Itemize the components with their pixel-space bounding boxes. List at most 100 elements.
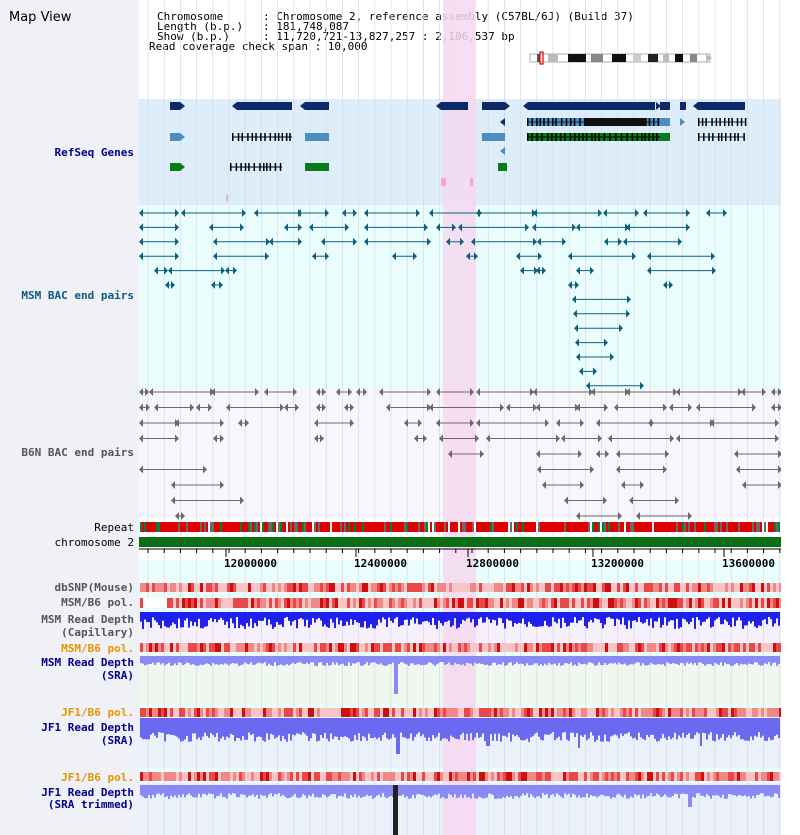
jf1-sra-depth-bar	[332, 718, 334, 739]
track-label-jf1-depth-trimmed[interactable]: JF1 Read Depth	[41, 786, 134, 799]
chromosome-bar[interactable]	[139, 537, 781, 547]
msm-pol-heat-cell	[452, 598, 455, 608]
msm-pol-heat-cell	[206, 598, 209, 608]
track-label-chromosome[interactable]: chromosome 2	[54, 536, 134, 549]
msm-capillary-depth-bar	[304, 612, 306, 627]
msm-capillary-depth-bar	[576, 612, 578, 624]
jf1-sra-depth-bar	[474, 718, 476, 738]
msm-pol2-heat-cell	[272, 643, 275, 652]
repeat-track[interactable]	[140, 522, 780, 532]
jf1-pol2-heat-cell	[599, 772, 602, 781]
refseq-genes-track[interactable]	[170, 102, 747, 201]
msm-pol-heat-cell	[371, 598, 374, 608]
repeat-segment	[412, 522, 414, 532]
jf1-trimmed-depth-bar	[700, 785, 702, 796]
msm-sra-depth-bar	[162, 656, 164, 664]
jf1-trimmed-depth-bar	[228, 785, 230, 794]
jf1-trimmed-depth-bar	[534, 785, 536, 799]
bac-end-marker	[269, 237, 273, 246]
track-label-refseq[interactable]: RefSeq Genes	[54, 146, 134, 159]
jf1-sra-depth-bar	[286, 718, 288, 742]
msm-pol2-heat-cell	[401, 643, 404, 652]
bac-end-marker	[603, 496, 607, 505]
track-label-msm-depth-sra[interactable]: MSM Read Depth	[41, 656, 134, 669]
msm-pol2-heat-cell	[389, 643, 392, 652]
gene-exon	[744, 118, 747, 126]
jf1-trimmed-depth-bar	[470, 785, 472, 799]
jf1-sra-depth-bar	[678, 718, 680, 736]
msm-sra-depth-bar	[180, 656, 182, 663]
repeat-segment	[548, 522, 550, 532]
msm-pol2-heat-cell	[317, 643, 320, 652]
jf1-pol2-heat-cell	[533, 772, 536, 781]
bac-end-marker	[623, 237, 627, 246]
track-label-repeat[interactable]: Repeat	[94, 521, 134, 534]
dbsnp-heat-cell	[725, 583, 728, 592]
jf1-pol2-heat-cell	[680, 772, 683, 781]
track-label-dbsnp[interactable]: dbSNP(Mouse)	[54, 581, 134, 594]
msm-bac-track[interactable]	[139, 209, 727, 390]
jf1-pol2-heat-cell	[749, 772, 752, 781]
selected-region-highlight[interactable]	[443, 0, 476, 835]
track-label-jf1-depth-sra[interactable]: JF1 Read Depth	[41, 721, 134, 734]
jf1-sra-depth-bar	[190, 718, 192, 742]
dbsnp-heat-cell	[356, 583, 359, 592]
msm-pol-heat-cell	[770, 598, 773, 608]
jf1-pol2-heat-cell	[428, 772, 431, 781]
msm-sra-depth-bar	[286, 656, 288, 664]
repeat-segment	[622, 522, 624, 532]
repeat-segment	[272, 522, 274, 532]
repeat-segment	[676, 522, 678, 532]
jf1-pol2-heat-cell	[479, 772, 482, 781]
track-label-msm-depth-capillary[interactable]: MSM Read Depth	[41, 613, 134, 626]
dbsnp-heat-cell	[260, 583, 263, 592]
jf1-sra-depth-bar	[660, 718, 662, 739]
depth-tracks[interactable]	[140, 612, 780, 835]
msm-pol-heat-cell	[455, 598, 458, 608]
vertical-scrollbar[interactable]	[781, 0, 800, 835]
gene-strand-arrow	[180, 163, 185, 171]
track-label-jf1-pol[interactable]: JF1/B6 pol.	[61, 706, 134, 719]
msm-pol2-heat-cell	[314, 643, 317, 652]
jf1-pol2-heat-cell	[566, 772, 569, 781]
jf1-trimmed-depth-bar	[668, 785, 670, 798]
bac-end-marker	[322, 388, 326, 396]
dbsnp-heat-cell	[542, 583, 545, 592]
msm-pol-heat-cell	[737, 598, 740, 608]
track-label-b6n-bac[interactable]: B6N BAC end pairs	[21, 446, 134, 459]
msm-capillary-depth-bar	[224, 612, 226, 625]
track-label-msm-pol[interactable]: MSM/B6 pol.	[61, 596, 134, 609]
repeat-segment	[144, 522, 146, 532]
bac-end-marker	[175, 419, 179, 427]
jf1-pol-heat-cell	[644, 708, 647, 717]
b6n-bac-track[interactable]	[139, 388, 782, 520]
jf1-sra-depth-bar	[194, 718, 196, 734]
repeat-segment	[490, 522, 492, 532]
track-label-jf1-pol-2[interactable]: JF1/B6 pol.	[61, 771, 134, 784]
jf1-pol-heat-cell	[659, 708, 662, 717]
jf1-trimmed-depth-bar	[152, 785, 154, 795]
jf1-pol2-heat-cell	[434, 772, 437, 781]
header-read-coverage: Read coverage check span : 10,000	[149, 40, 368, 53]
msm-capillary-depth-bar	[762, 612, 764, 621]
msm-sra-depth-bar	[160, 656, 162, 665]
msm-pol2-heat-cell	[182, 643, 185, 652]
msm-sra-depth-bar	[264, 656, 266, 663]
jf1-pol2-heat-cell	[752, 772, 755, 781]
repeat-segment	[168, 522, 170, 532]
jf1-trimmed-depth-bar	[312, 785, 314, 794]
msm-capillary-depth-bar	[462, 612, 464, 620]
track-label-msm-pol-2[interactable]: MSM/B6 pol.	[61, 642, 134, 655]
msm-pol2-heat-cell	[500, 643, 503, 652]
msm-capillary-depth-bar	[468, 612, 470, 618]
jf1-sra-depth-bar	[622, 718, 624, 736]
dbsnp-heat-cell	[293, 583, 296, 592]
heat-tracks[interactable]	[140, 583, 782, 781]
repeat-segment	[464, 522, 466, 532]
repeat-segment	[406, 522, 408, 532]
chromosome-ideogram[interactable]	[529, 51, 712, 65]
msm-pol2-heat-cell	[521, 643, 524, 652]
msm-sra-depth-bar	[414, 656, 416, 665]
track-label-msm-bac[interactable]: MSM BAC end pairs	[21, 289, 134, 302]
